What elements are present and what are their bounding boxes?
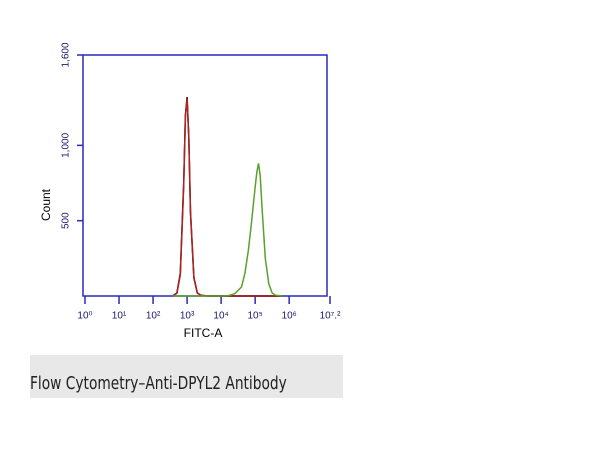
y-tick-label: 1,000 bbox=[61, 132, 72, 157]
x-tick-label: 10³ bbox=[180, 311, 195, 322]
x-tick-label: 10⁰ bbox=[77, 311, 92, 322]
caption-background bbox=[30, 355, 343, 398]
x-tick-label: 10⁶ bbox=[282, 311, 297, 322]
y-axis-title: Count bbox=[39, 188, 53, 221]
x-tick-label: 10² bbox=[146, 311, 161, 322]
histogram-line bbox=[173, 163, 283, 297]
x-axis-title: FITC-A bbox=[184, 326, 223, 340]
x-tick-label: 10¹ bbox=[112, 311, 127, 322]
x-tick-label: 10⁵ bbox=[247, 311, 262, 322]
histogram-line bbox=[173, 98, 283, 297]
x-tick-label: 10⁴ bbox=[213, 311, 228, 322]
caption: Flow Cytometry–Anti-DPYL2 Antibody bbox=[30, 373, 287, 394]
y-tick-label: 500 bbox=[61, 212, 72, 229]
x-tick-label: 10⁷.² bbox=[320, 311, 342, 322]
y-tick-label: 1,600 bbox=[61, 42, 72, 67]
plot-frame bbox=[82, 54, 328, 297]
